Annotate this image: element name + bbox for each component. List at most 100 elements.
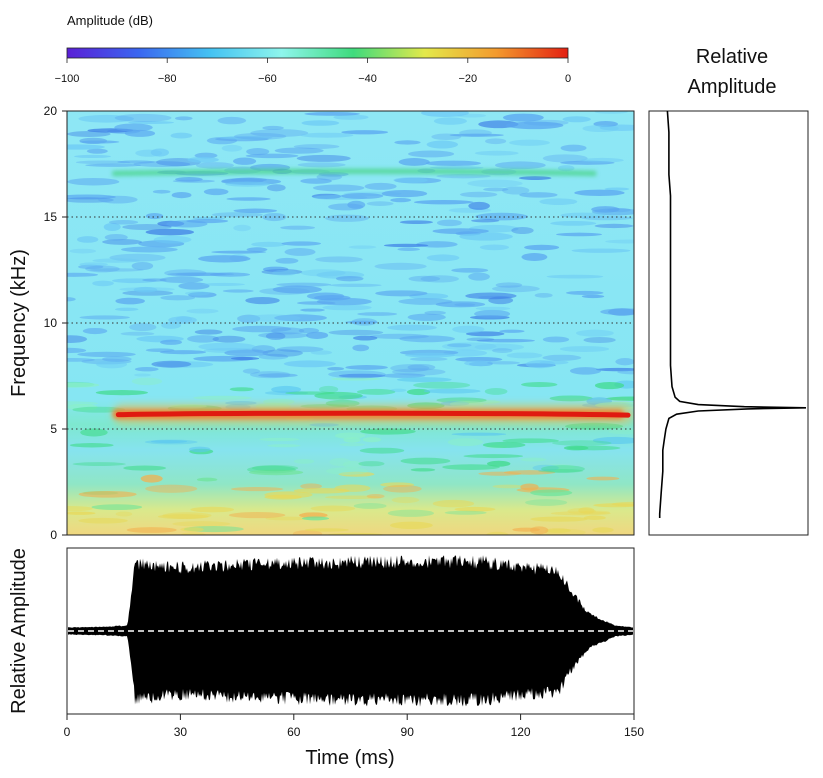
colorbar-ticks: −100 −80 −60 −40 −20 0	[55, 58, 571, 85]
spectrogram-noise-blob	[464, 360, 493, 367]
spectrogram-noise-blob	[593, 121, 618, 127]
spectrogram-noise-blob	[484, 387, 508, 395]
spectrogram-noise-blob	[304, 112, 361, 116]
spectrogram-noise-blob	[571, 248, 631, 253]
spectrogram-noise-blob	[258, 373, 298, 378]
spectrogram-noise-blob	[114, 123, 153, 132]
spectrogram-noise-blob	[545, 528, 571, 533]
spectrogram-noise-blob	[203, 188, 229, 196]
spectrogram-noise-blob	[444, 510, 487, 515]
spectrogram-noise-blob	[560, 144, 587, 152]
spectrum-title-line2: Amplitude	[688, 76, 777, 98]
spectrogram-noise-blob	[117, 160, 155, 164]
spectrogram-noise-blob	[275, 257, 299, 264]
spectrogram-noise-blob	[488, 296, 514, 305]
spectrogram-noise-blob	[605, 396, 634, 401]
spectrogram-noise-blob	[550, 511, 611, 516]
spectrogram-noise-blob	[134, 367, 159, 372]
spectrogram-noise-blob	[193, 395, 252, 400]
colorbar-title: Amplitude (dB)	[67, 13, 153, 28]
spectrogram-noise-blob	[259, 437, 300, 442]
spectrum-frame	[648, 110, 809, 536]
spectrogram-noise-blob	[463, 454, 524, 459]
spectrogram-noise-blob	[325, 467, 369, 475]
spectrogram-noise-blob	[595, 367, 634, 372]
frequency-axis-label: Frequency (kHz)	[8, 249, 30, 397]
spectrum-line	[658, 110, 807, 518]
spectrogram-noise-blob	[525, 499, 568, 506]
spectrogram-noise-blob	[304, 528, 349, 532]
spectrogram-noise-blob	[72, 406, 126, 413]
spectrogram-noise-blob	[210, 272, 251, 277]
spectrogram-noise-blob	[281, 241, 322, 246]
spectrogram-noise-blob	[72, 462, 126, 466]
spectrogram-noise-blob	[563, 445, 589, 451]
spectrogram-noise-blob	[396, 377, 452, 383]
spectrogram-noise-blob	[78, 517, 128, 524]
spectrogram-noise-blob	[324, 495, 382, 500]
spectrogram-noise-blob	[592, 527, 614, 533]
spectrogram-noise-blob	[550, 220, 597, 226]
spectrogram-noise-blob	[152, 189, 171, 194]
spectrogram-noise-blob	[230, 486, 284, 492]
spectrogram-noise-blob	[485, 138, 507, 145]
spectrogram-noise-blob	[334, 432, 366, 439]
spectrogram-noise-blob	[237, 314, 261, 323]
spectrogram-noise-blob	[333, 114, 369, 120]
spectrogram-noise-blob	[187, 156, 219, 163]
spectrogram-noise-blob	[409, 357, 448, 362]
spectrogram-noise-blob	[408, 150, 455, 158]
spectrogram-noise-blob	[608, 429, 634, 435]
spectrogram-noise-blob	[160, 339, 183, 345]
spectrogram-noise-blob	[74, 154, 112, 159]
colorbar-tick-label: −100	[55, 73, 80, 85]
spectrogram-noise-blob	[128, 121, 175, 125]
spectrogram-noise-blob	[314, 391, 363, 400]
spectrogram-noise-blob	[357, 312, 398, 316]
spectrogram-noise-blob	[67, 403, 98, 411]
spectrogram-noise-blob	[436, 219, 462, 227]
spectrogram-noise-blob	[267, 444, 301, 448]
spectrogram-noise-blob	[300, 483, 322, 490]
spectrogram-noise-blob	[251, 241, 286, 247]
spectrogram-noise-blob	[562, 116, 591, 123]
spectrogram-noise-blob	[67, 347, 87, 354]
spectrogram-noise-blob	[324, 214, 369, 222]
spectrogram-noise-blob	[474, 309, 511, 318]
waveform-panel: 0 30 60 90 120 150	[64, 547, 644, 739]
spectrogram-noise-blob	[67, 297, 76, 302]
spectrogram-noise-blob	[170, 132, 193, 139]
spectrogram-noise-blob	[103, 222, 121, 232]
spectrogram-noise-blob	[447, 343, 472, 348]
spectrogram-noise-blob	[339, 443, 366, 447]
spectrogram-noise-blob	[552, 440, 612, 446]
spectrogram-noise-blob	[471, 219, 500, 223]
spectrogram-noise-blob	[157, 514, 209, 520]
spectrogram-noise-blob	[67, 144, 105, 150]
spectrogram-noise-blob	[315, 256, 363, 263]
spectrogram-noise-blob	[538, 469, 584, 473]
spectrogram-noise-blob	[375, 290, 428, 297]
spectrogram-noise-blob	[451, 267, 489, 273]
spectrogram-noise-blob	[284, 248, 316, 256]
spectrogram-noise-blob	[306, 331, 329, 340]
spectrogram-noise-blob	[518, 176, 552, 180]
spectrogram-noise-blob	[459, 129, 492, 137]
spectrogram-noise-blob	[263, 398, 295, 405]
spectrogram-noise-blob	[334, 484, 371, 492]
spectrogram-noise-blob	[328, 329, 384, 336]
spectrogram-noise-blob	[81, 358, 132, 365]
spectrogram-noise-blob	[225, 401, 257, 406]
spectrogram-noise-blob	[274, 314, 327, 322]
spectrogram-noise-blob	[219, 136, 273, 140]
spectrogram-noise-blob	[556, 232, 603, 237]
spectrogram-noise-blob	[79, 315, 130, 320]
spectrogram-noise-blob	[557, 165, 575, 172]
spectrogram-noise-blob	[78, 114, 134, 123]
spectrogram-noise-blob	[244, 314, 301, 322]
spectrogram-noise-blob	[583, 515, 606, 520]
spectrogram-noise-blob	[549, 395, 593, 402]
spectrogram-noise-blob	[267, 184, 286, 192]
spectrogram-noise-blob	[133, 286, 158, 293]
spectrogram-noise-blob	[133, 161, 191, 168]
